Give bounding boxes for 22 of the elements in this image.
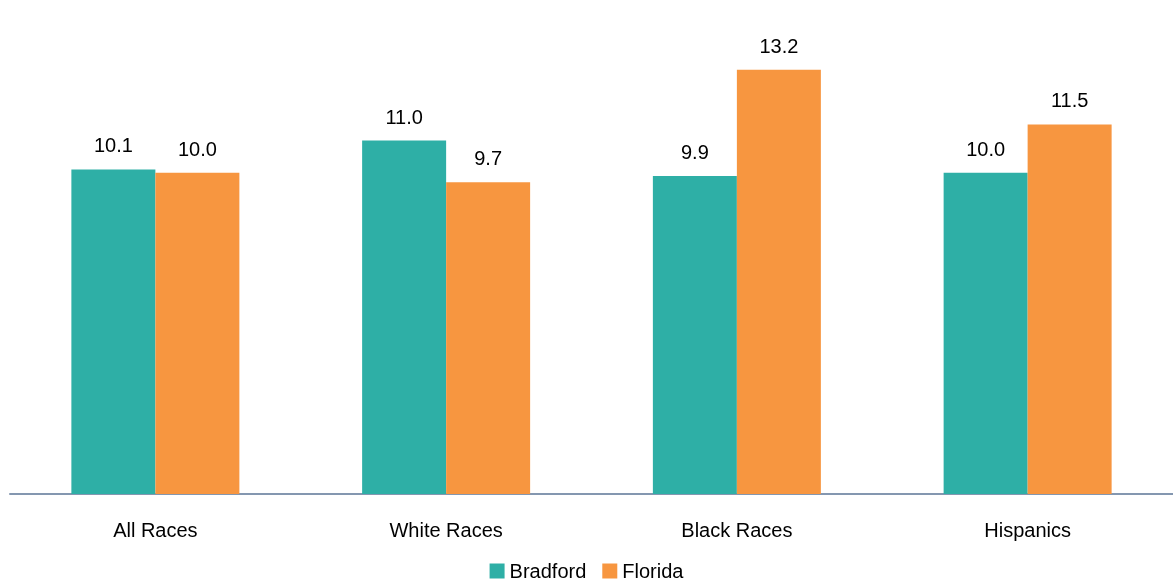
data-label: 11.5 <box>1050 89 1089 112</box>
x-tick-label: Hispanics <box>984 519 1071 541</box>
bar <box>943 172 1028 494</box>
bar <box>155 172 240 494</box>
data-label: 9.7 <box>474 147 503 170</box>
bar <box>362 140 447 494</box>
bar <box>71 169 156 494</box>
bar <box>1027 124 1112 494</box>
data-label: 13.2 <box>759 34 799 57</box>
bar <box>446 182 531 494</box>
data-label: 10.1 <box>93 134 133 157</box>
data-label: 10.0 <box>966 137 1006 160</box>
data-label: 9.9 <box>680 140 709 163</box>
x-tick-label: White Races <box>389 519 503 541</box>
data-label: 10.0 <box>177 137 217 160</box>
data-label: 11.0 <box>385 105 423 128</box>
x-tick-label: Black Races <box>681 519 793 541</box>
legend-label: Bradford <box>509 560 587 582</box>
x-tick-label: All Races <box>113 519 198 541</box>
legend-label: Florida <box>622 560 685 582</box>
bar <box>736 69 821 494</box>
bar <box>652 175 737 494</box>
